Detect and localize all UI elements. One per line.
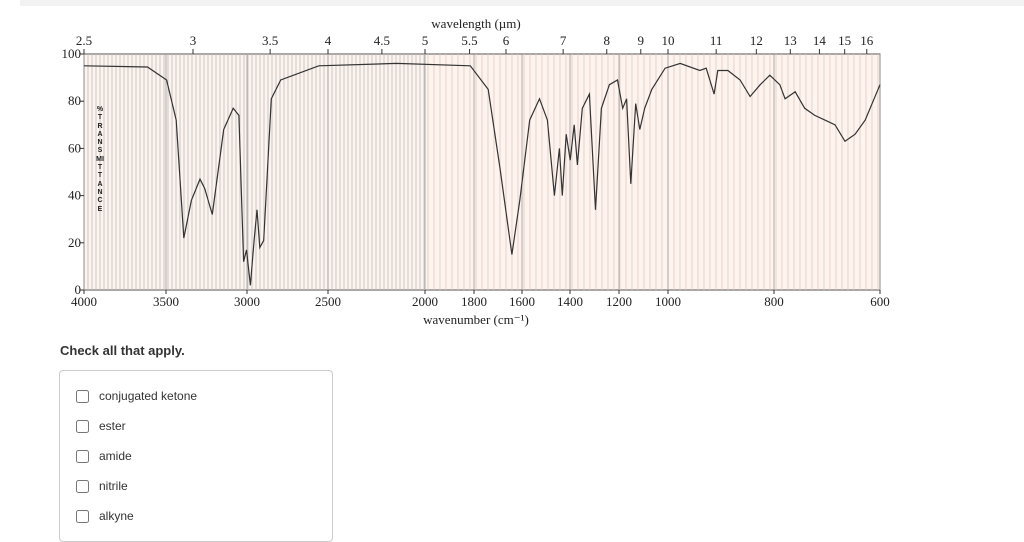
x-tick-label: 1600 bbox=[509, 294, 535, 309]
x-axis-label: wavenumber (cm⁻¹) bbox=[423, 312, 529, 327]
x2-tick-label: 12 bbox=[750, 33, 763, 48]
x2-tick-label: 3 bbox=[190, 33, 197, 48]
option[interactable]: nitrile bbox=[60, 471, 332, 501]
checkbox[interactable] bbox=[76, 389, 89, 403]
options-box: conjugated ketone ester amide nitrile alkyne bbox=[59, 370, 333, 542]
x-tick-label: 600 bbox=[870, 294, 890, 309]
x2-tick-label: 16 bbox=[860, 33, 874, 48]
y-tick-label: 100 bbox=[62, 46, 82, 61]
x2-tick-label: 8 bbox=[604, 33, 611, 48]
x2-tick-label: 5.5 bbox=[461, 33, 477, 48]
x2-tick-label: 6 bbox=[503, 33, 510, 48]
x-tick-label: 1800 bbox=[461, 294, 487, 309]
option-label[interactable]: alkyne bbox=[99, 509, 134, 523]
x-tick-label: 800 bbox=[764, 294, 784, 309]
x2-tick-label: 9 bbox=[638, 33, 645, 48]
option[interactable]: ester bbox=[60, 411, 332, 441]
option-label[interactable]: amide bbox=[99, 449, 132, 463]
x2-axis-label: wavelength (µm) bbox=[431, 16, 520, 31]
top-bar bbox=[20, 0, 1024, 6]
y-tick-label: 20 bbox=[68, 235, 81, 250]
x-tick-label: 1200 bbox=[606, 294, 632, 309]
checkbox[interactable] bbox=[76, 509, 89, 523]
x2-tick-label: 5 bbox=[422, 33, 429, 48]
y-tick-label: 60 bbox=[68, 140, 81, 155]
x2-tick-label: 11 bbox=[710, 33, 723, 48]
checkbox[interactable] bbox=[76, 449, 89, 463]
y-tick-label: 0 bbox=[75, 282, 82, 297]
chart: wavelength (µm) wavenumber (cm⁻¹) 4000 35… bbox=[62, 16, 890, 327]
x-tick-label: 1400 bbox=[557, 294, 583, 309]
x2-tick-label: 14 bbox=[813, 33, 827, 48]
checkbox[interactable] bbox=[76, 419, 89, 433]
option-label[interactable]: conjugated ketone bbox=[99, 389, 198, 403]
option[interactable]: conjugated ketone bbox=[60, 381, 332, 411]
option-label[interactable]: nitrile bbox=[99, 479, 128, 493]
option[interactable]: amide bbox=[60, 441, 332, 471]
question-prompt: Check all that apply. bbox=[60, 343, 185, 358]
x2-tick-label: 13 bbox=[784, 33, 797, 48]
x-tick-label: 3500 bbox=[153, 294, 179, 309]
x2-tick-label: 4.5 bbox=[374, 33, 390, 48]
x2-tick-label: 4 bbox=[325, 33, 332, 48]
x2-tick-label: 3.5 bbox=[262, 33, 278, 48]
checkbox[interactable] bbox=[76, 479, 89, 493]
x2-tick-label: 15 bbox=[838, 33, 851, 48]
x-tick-label: 2500 bbox=[315, 294, 341, 309]
option-label[interactable]: ester bbox=[99, 419, 126, 433]
spectrum-line bbox=[83, 62, 881, 286]
x-tick-label: 2000 bbox=[412, 294, 438, 309]
y-tick-label: 80 bbox=[68, 93, 81, 108]
option[interactable]: alkyne bbox=[60, 501, 332, 531]
x2-tick-label: 10 bbox=[662, 33, 675, 48]
x2-tick-label: 2.5 bbox=[76, 33, 92, 48]
y-axis-label: %TRANSMITTANCE bbox=[96, 106, 104, 213]
x-tick-label: 3000 bbox=[234, 294, 260, 309]
x2-tick-label: 7 bbox=[560, 33, 567, 48]
y-tick-label: 40 bbox=[68, 188, 81, 203]
x-tick-label: 1000 bbox=[655, 294, 681, 309]
x-tick-label: 4000 bbox=[71, 294, 97, 309]
page: wavelength (µm) wavenumber (cm⁻¹) 4000 35… bbox=[20, 0, 1024, 542]
